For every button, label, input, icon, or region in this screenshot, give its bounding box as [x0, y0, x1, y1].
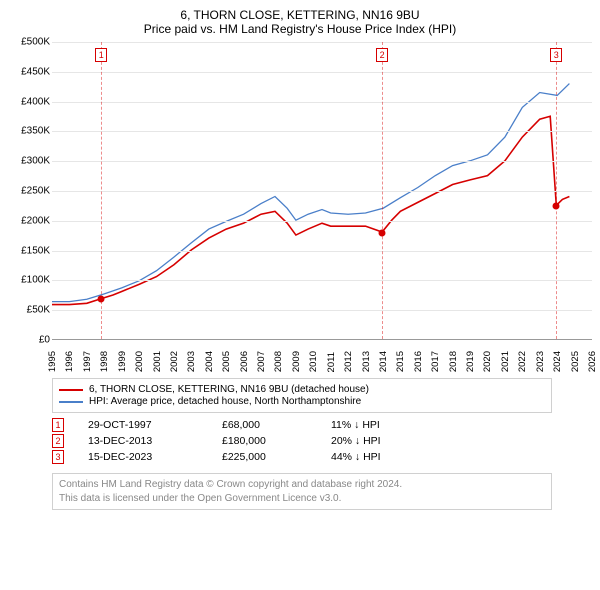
- title-line-2: Price paid vs. HM Land Registry's House …: [8, 22, 592, 36]
- sale-marker-point: [553, 202, 560, 209]
- gridline: [52, 191, 592, 192]
- x-tick-label: 2026: [587, 351, 598, 372]
- x-tick-label: 2024: [552, 351, 563, 372]
- sales-delta: 44% ↓ HPI: [331, 451, 421, 463]
- gridline: [52, 221, 592, 222]
- sales-price: £180,000: [222, 435, 307, 447]
- x-tick-label: 2008: [273, 351, 284, 372]
- x-tick-label: 2020: [482, 351, 493, 372]
- y-tick-label: £400K: [21, 96, 50, 107]
- footer-line-1: Contains HM Land Registry data © Crown c…: [59, 478, 545, 492]
- sales-delta: 20% ↓ HPI: [331, 435, 421, 447]
- x-tick-label: 2000: [134, 351, 145, 372]
- x-tick-label: 2001: [152, 351, 163, 372]
- legend: 6, THORN CLOSE, KETTERING, NN16 9BU (det…: [52, 378, 552, 413]
- legend-item: 6, THORN CLOSE, KETTERING, NN16 9BU (det…: [59, 384, 545, 395]
- sales-price: £68,000: [222, 419, 307, 431]
- x-tick-label: 2018: [448, 351, 459, 372]
- y-tick-label: £0: [39, 335, 50, 346]
- sales-date: 29-OCT-1997: [88, 419, 198, 431]
- y-tick-label: £450K: [21, 66, 50, 77]
- legend-label: 6, THORN CLOSE, KETTERING, NN16 9BU (det…: [89, 384, 369, 395]
- sale-marker-vline: [101, 42, 102, 339]
- sale-marker-vline: [382, 42, 383, 339]
- x-tick-label: 2013: [361, 351, 372, 372]
- sales-row-id: 2: [52, 434, 64, 448]
- sales-date: 15-DEC-2023: [88, 451, 198, 463]
- gridline: [52, 310, 592, 311]
- gridline: [52, 72, 592, 73]
- chart: £0 £50K £100K £150K £200K £250K £300K £350K £400…: [8, 42, 592, 372]
- sales-date: 13-DEC-2013: [88, 435, 198, 447]
- sale-marker-flag: 2: [376, 48, 388, 62]
- series-line: [52, 116, 569, 304]
- legend-label: HPI: Average price, detached house, Nort…: [89, 396, 361, 407]
- y-axis: £0£50K£100K£150K£200K£250K£300K£350K£400…: [8, 42, 52, 340]
- sales-row-id: 1: [52, 418, 64, 432]
- sale-marker-flag: 1: [95, 48, 107, 62]
- gridline: [52, 251, 592, 252]
- x-tick-label: 2003: [186, 351, 197, 372]
- y-tick-label: £100K: [21, 275, 50, 286]
- title-line-1: 6, THORN CLOSE, KETTERING, NN16 9BU: [8, 8, 592, 22]
- x-tick-label: 2012: [343, 351, 354, 372]
- x-tick-label: 2014: [378, 351, 389, 372]
- gridline: [52, 131, 592, 132]
- y-tick-label: £300K: [21, 156, 50, 167]
- x-tick-label: 2010: [308, 351, 319, 372]
- x-tick-label: 2021: [500, 351, 511, 372]
- y-tick-label: £50K: [27, 305, 50, 316]
- y-tick-label: £350K: [21, 126, 50, 137]
- x-tick-label: 2022: [517, 351, 528, 372]
- sales-row: 3 15-DEC-2023 £225,000 44% ↓ HPI: [52, 449, 592, 465]
- x-tick-label: 1999: [117, 351, 128, 372]
- legend-item: HPI: Average price, detached house, Nort…: [59, 396, 545, 407]
- x-tick-label: 1997: [82, 351, 93, 372]
- plot-area: 1 2 3: [52, 42, 592, 340]
- x-tick-label: 1996: [64, 351, 75, 372]
- x-tick-label: 2023: [535, 351, 546, 372]
- legend-swatch: [59, 389, 83, 391]
- sales-table: 1 29-OCT-1997 £68,000 11% ↓ HPI 2 13-DEC-2013…: [52, 417, 592, 465]
- y-tick-label: £250K: [21, 186, 50, 197]
- x-tick-label: 1995: [47, 351, 58, 372]
- x-tick-label: 2011: [326, 352, 337, 372]
- sale-marker-flag: 3: [550, 48, 562, 62]
- gridline: [52, 280, 592, 281]
- gridline: [52, 161, 592, 162]
- sale-marker-point: [379, 229, 386, 236]
- x-tick-label: 2007: [256, 351, 267, 372]
- footer-line-2: This data is licensed under the Open Gov…: [59, 492, 545, 506]
- sales-row: 2 13-DEC-2013 £180,000 20% ↓ HPI: [52, 433, 592, 449]
- footer-attribution: Contains HM Land Registry data © Crown c…: [52, 473, 552, 510]
- sale-marker-vline: [556, 42, 557, 339]
- x-tick-label: 2004: [204, 351, 215, 372]
- series-line: [52, 84, 569, 302]
- gridline: [52, 102, 592, 103]
- y-tick-label: £500K: [21, 37, 50, 48]
- x-tick-label: 2005: [221, 351, 232, 372]
- x-tick-label: 2019: [465, 351, 476, 372]
- x-tick-label: 2009: [291, 351, 302, 372]
- sale-marker-point: [98, 296, 105, 303]
- sales-row: 1 29-OCT-1997 £68,000 11% ↓ HPI: [52, 417, 592, 433]
- y-tick-label: £150K: [21, 245, 50, 256]
- x-tick-label: 2016: [413, 351, 424, 372]
- legend-swatch: [59, 401, 83, 403]
- x-tick-label: 2025: [570, 351, 581, 372]
- x-tick-label: 2006: [239, 351, 250, 372]
- gridline: [52, 42, 592, 43]
- sales-row-id: 3: [52, 450, 64, 464]
- x-tick-label: 1998: [99, 351, 110, 372]
- chart-title-block: 6, THORN CLOSE, KETTERING, NN16 9BU Pric…: [8, 8, 592, 36]
- x-axis: 1995199619971998199920002001200220032004…: [52, 340, 592, 372]
- sales-delta: 11% ↓ HPI: [331, 419, 421, 431]
- y-tick-label: £200K: [21, 215, 50, 226]
- x-tick-label: 2002: [169, 351, 180, 372]
- x-tick-label: 2015: [395, 351, 406, 372]
- x-tick-label: 2017: [430, 351, 441, 372]
- sales-price: £225,000: [222, 451, 307, 463]
